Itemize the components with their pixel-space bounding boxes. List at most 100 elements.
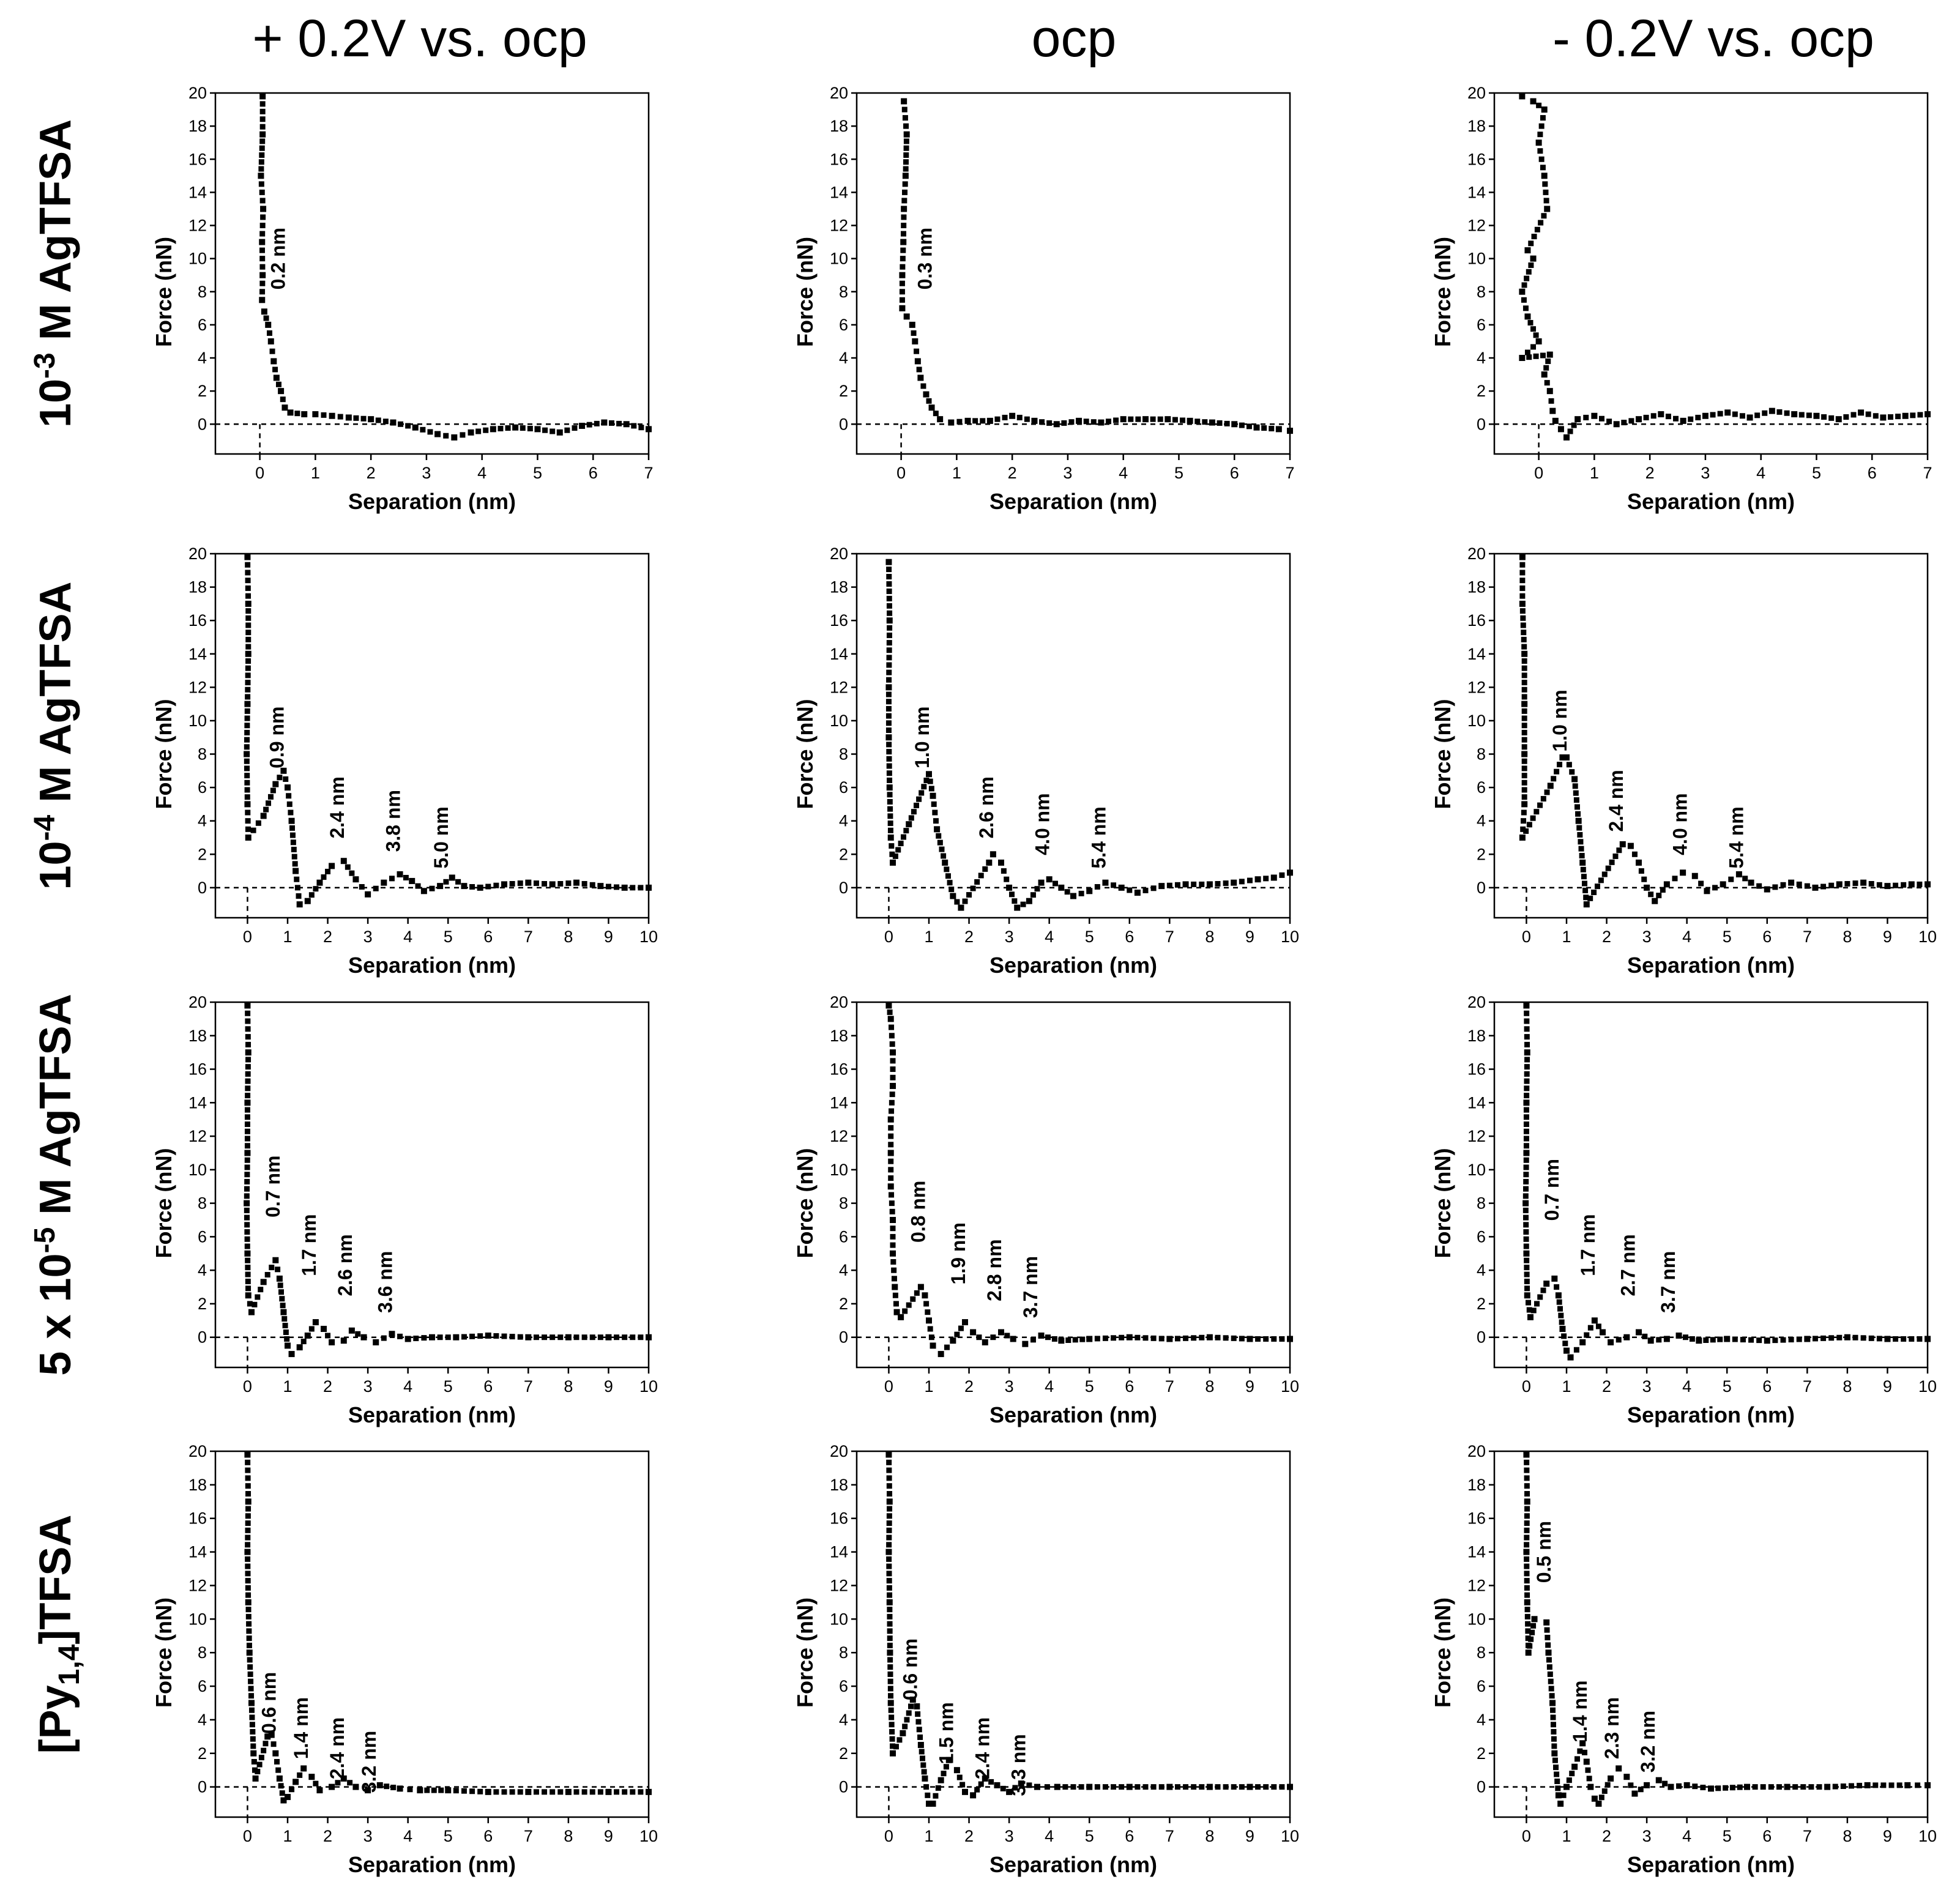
data-point: [1523, 1150, 1530, 1156]
y-tick-label: 14: [830, 1093, 848, 1112]
x-tick-label: 3: [363, 1377, 373, 1396]
data-point: [517, 1334, 523, 1340]
data-point: [272, 1750, 279, 1757]
data-point: [1118, 884, 1125, 891]
data-point: [431, 1787, 437, 1793]
data-point: [886, 1467, 892, 1473]
x-tick-label: 6: [1868, 464, 1877, 482]
data-point: [424, 1787, 430, 1793]
data-point: [886, 1585, 892, 1591]
data-point: [1199, 881, 1205, 887]
data-point: [1142, 416, 1149, 423]
y-tick-label: 18: [830, 578, 848, 597]
data-point: [1579, 859, 1586, 866]
data-point: [288, 1351, 295, 1358]
data-point: [1102, 879, 1109, 886]
data-point: [1239, 422, 1245, 428]
data-point: [1656, 1337, 1662, 1343]
data-point: [245, 1467, 251, 1473]
x-tick-label: 4: [1045, 1377, 1054, 1396]
data-point: [890, 1750, 896, 1757]
row-label-part: [Py: [31, 1685, 80, 1753]
data-point: [1925, 1336, 1931, 1342]
row-label-part: M AgTFSA: [31, 581, 80, 814]
data-point: [1526, 822, 1532, 828]
data-point: [1521, 809, 1527, 816]
data-point: [621, 884, 628, 891]
data-point: [1275, 426, 1282, 433]
data-point: [893, 1309, 900, 1315]
data-point: [1628, 418, 1634, 424]
data-point: [1577, 831, 1583, 838]
data-point: [1217, 420, 1223, 426]
data-point: [509, 1789, 515, 1795]
data-point: [1215, 881, 1221, 887]
data-point: [1519, 570, 1526, 576]
data-point: [1904, 1782, 1911, 1788]
data-point: [1231, 421, 1238, 428]
data-point: [247, 1664, 253, 1670]
data-point: [1064, 889, 1070, 895]
data-point: [259, 145, 265, 151]
data-point: [1612, 853, 1619, 860]
data-point: [289, 832, 296, 838]
data-point: [1142, 887, 1149, 893]
data-point: [1729, 1785, 1735, 1791]
data-point: [272, 1257, 279, 1263]
data-point: [1860, 1335, 1866, 1341]
data-point: [902, 173, 909, 179]
data-point: [1840, 1783, 1846, 1790]
data-point: [296, 901, 303, 908]
y-tick-label: 18: [1467, 578, 1486, 597]
y-tick-label: 2: [198, 845, 207, 863]
data-point: [1524, 1556, 1530, 1562]
data-point: [605, 1788, 612, 1795]
data-point: [887, 1671, 893, 1677]
data-point: [497, 426, 504, 432]
data-point: [1821, 414, 1827, 420]
data-point: [887, 820, 893, 827]
data-point: [244, 1107, 250, 1113]
data-point: [248, 1693, 255, 1699]
x-tick-label: 10: [639, 1827, 658, 1845]
data-point: [300, 1339, 307, 1345]
data-point: [903, 159, 909, 165]
row-label-part: M AgTFSA: [31, 994, 80, 1227]
y-axis-label: Force (nN): [792, 1148, 818, 1259]
y-tick-label: 6: [198, 1227, 207, 1246]
y-tick-label: 8: [839, 283, 848, 301]
data-point: [251, 1758, 257, 1765]
data-point: [244, 1229, 250, 1235]
data-point: [1523, 1214, 1529, 1221]
data-point: [245, 809, 251, 816]
data-point: [1166, 1783, 1173, 1790]
data-point: [348, 1327, 355, 1334]
y-tick-label: 16: [1467, 150, 1486, 168]
data-point: [1524, 1071, 1530, 1077]
column-title-2: ocp: [1032, 9, 1117, 68]
x-tick-label: 5: [1174, 464, 1183, 482]
data-point: [501, 1333, 507, 1339]
data-point: [263, 315, 269, 321]
data-point: [398, 421, 404, 427]
data-point: [1615, 1337, 1622, 1343]
data-point: [244, 1164, 250, 1170]
data-point: [245, 1041, 252, 1047]
y-tick-label: 10: [1467, 250, 1486, 268]
data-point: [1566, 1777, 1572, 1783]
data-point: [927, 778, 933, 784]
data-point: [420, 426, 426, 433]
data-point: [245, 1026, 251, 1032]
data-point: [340, 858, 347, 865]
y-tick-label: 10: [830, 1610, 848, 1628]
data-point: [256, 1761, 263, 1768]
data-point: [1768, 407, 1775, 414]
data-point: [1542, 181, 1548, 187]
y-tick-label: 6: [198, 1677, 207, 1695]
data-point: [1896, 1782, 1902, 1788]
data-point: [1521, 282, 1527, 288]
data-point: [429, 885, 435, 891]
data-point: [1577, 1748, 1583, 1754]
y-tick-label: 12: [830, 1127, 848, 1145]
